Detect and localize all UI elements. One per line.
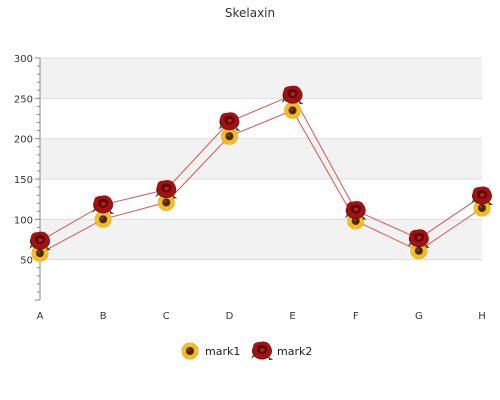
data-point-mark2 xyxy=(471,186,493,205)
plot-band xyxy=(40,219,482,260)
series-line-mark2 xyxy=(39,94,483,242)
data-point-mark2 xyxy=(92,195,115,214)
chart-title: Skelaxin xyxy=(225,6,275,20)
x-tick-label: C xyxy=(163,311,170,322)
x-tick-label: G xyxy=(415,311,423,322)
plot-bands xyxy=(40,58,482,260)
plot-band xyxy=(40,138,482,179)
y-tick-label: 200 xyxy=(14,135,33,146)
plot-band xyxy=(40,58,482,99)
legend-label-mark1: mark1 xyxy=(205,345,240,358)
y-tick-label: 300 xyxy=(14,54,33,65)
gridlines xyxy=(40,57,482,261)
rose-icon xyxy=(251,341,273,360)
x-tick-label: E xyxy=(289,311,295,322)
legend: mark1 mark2 xyxy=(181,341,312,360)
data-point-mark2 xyxy=(344,201,367,220)
data-point-mark1 xyxy=(283,101,302,120)
y-tick-label: 150 xyxy=(14,175,33,186)
y-tick-labels: 50 100 150 200 250 300 xyxy=(14,54,33,267)
x-tick-label: B xyxy=(100,311,107,322)
y-tick-label: 100 xyxy=(14,215,33,226)
y-tick-label: 250 xyxy=(14,94,33,105)
x-tick-labels: A B C D E F G H xyxy=(37,311,486,322)
data-point-mark2 xyxy=(155,180,178,199)
x-tick-label: A xyxy=(37,311,44,322)
legend-label-mark2: mark2 xyxy=(277,345,312,358)
x-tick-label: F xyxy=(353,311,359,322)
data-point-mark2 xyxy=(218,112,241,131)
sunflower-icon xyxy=(181,342,199,360)
axes xyxy=(35,57,41,301)
y-tick-label: 50 xyxy=(20,256,33,267)
x-tick-label: H xyxy=(478,311,486,322)
x-tick-label: D xyxy=(226,311,234,322)
